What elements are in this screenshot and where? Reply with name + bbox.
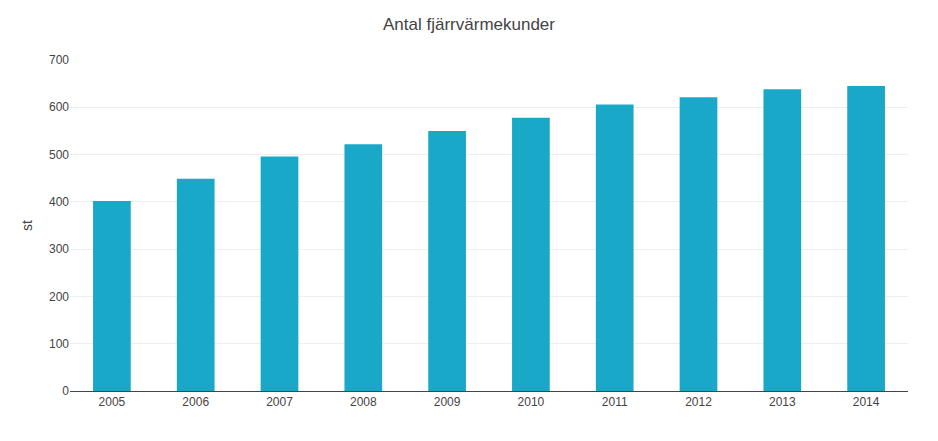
svg-text:100: 100: [49, 337, 69, 351]
svg-text:st: st: [19, 220, 35, 231]
svg-text:2005: 2005: [99, 395, 126, 409]
svg-text:2011: 2011: [602, 395, 628, 409]
svg-text:2012: 2012: [685, 395, 712, 409]
svg-text:2007: 2007: [266, 395, 293, 409]
svg-text:200: 200: [49, 290, 69, 304]
svg-text:0: 0: [62, 384, 69, 398]
svg-text:2009: 2009: [434, 395, 461, 409]
svg-text:500: 500: [49, 148, 69, 162]
svg-text:400: 400: [49, 195, 69, 209]
svg-text:2013: 2013: [769, 395, 796, 409]
svg-text:Antal fjärrvärmekunder: Antal fjärrvärmekunder: [383, 15, 555, 34]
svg-text:2014: 2014: [853, 395, 880, 409]
svg-text:2010: 2010: [518, 395, 545, 409]
svg-text:300: 300: [49, 242, 69, 256]
svg-text:2008: 2008: [350, 395, 377, 409]
svg-text:700: 700: [49, 53, 69, 67]
svg-text:600: 600: [49, 100, 69, 114]
svg-text:2006: 2006: [182, 395, 209, 409]
